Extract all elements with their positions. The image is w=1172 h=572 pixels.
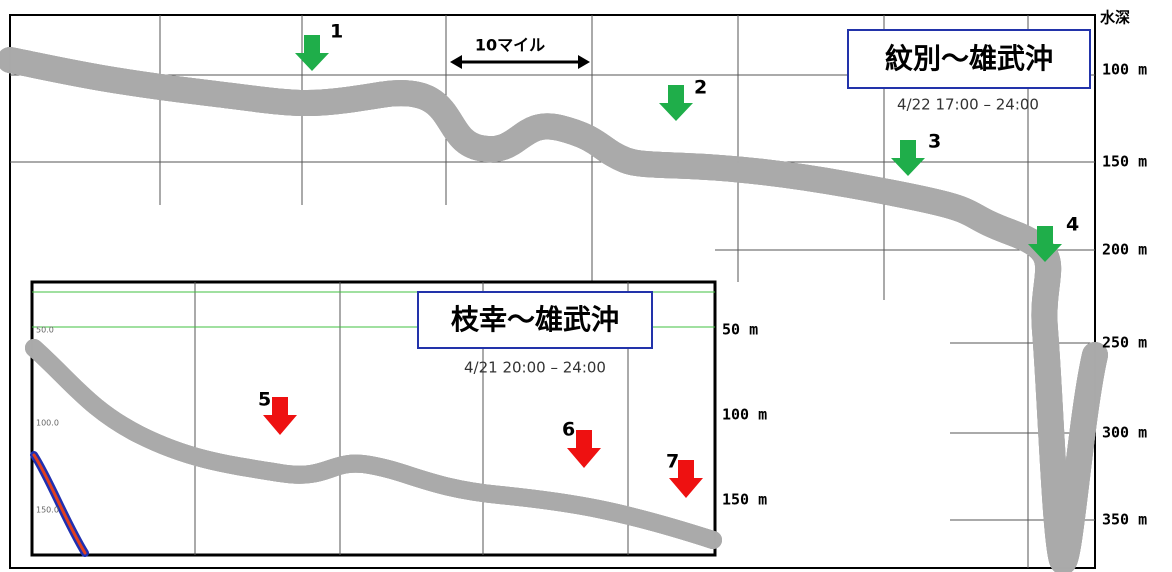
inset-scale-mark: 100.0 bbox=[36, 419, 59, 428]
depth-tick: 250 m bbox=[1102, 334, 1147, 352]
depth-tick: 100 m bbox=[1102, 61, 1147, 79]
main-title: 紋別〜雄武沖 bbox=[885, 42, 1053, 75]
marker-number: 4 bbox=[1066, 214, 1079, 236]
depth-label: 水深 bbox=[1100, 9, 1130, 27]
marker-number: 1 bbox=[330, 21, 343, 43]
marker-number: 2 bbox=[694, 77, 707, 99]
inset-scale-mark: 150.0 bbox=[36, 506, 59, 515]
marker-number: 6 bbox=[562, 419, 575, 441]
marker-number: 7 bbox=[666, 451, 679, 473]
inset-date: 4/21 20:00 – 24:00 bbox=[464, 359, 606, 377]
inset-title: 枝幸〜雄武沖 bbox=[451, 303, 619, 336]
depth-tick: 350 m bbox=[1102, 511, 1147, 529]
depth-tick: 100 m bbox=[722, 406, 767, 424]
echogram-figure: 水深 100 m 150 m 200 m 250 m 300 m 350 m 1… bbox=[0, 0, 1172, 572]
depth-tick: 150 m bbox=[722, 491, 767, 509]
depth-tick: 50 m bbox=[722, 321, 758, 339]
depth-tick: 300 m bbox=[1102, 424, 1147, 442]
inset-scale-mark: 50.0 bbox=[36, 326, 54, 335]
marker-number: 5 bbox=[258, 389, 271, 411]
inset-backdrop bbox=[14, 205, 518, 283]
main-date: 4/22 17:00 – 24:00 bbox=[897, 96, 1039, 114]
scale-label: 10マイル bbox=[475, 36, 545, 55]
depth-tick: 200 m bbox=[1102, 241, 1147, 259]
marker-number: 3 bbox=[928, 131, 941, 153]
depth-tick: 150 m bbox=[1102, 153, 1147, 171]
depth-ticks: 100 m 150 m 200 m 250 m 300 m 350 m bbox=[1102, 61, 1147, 529]
